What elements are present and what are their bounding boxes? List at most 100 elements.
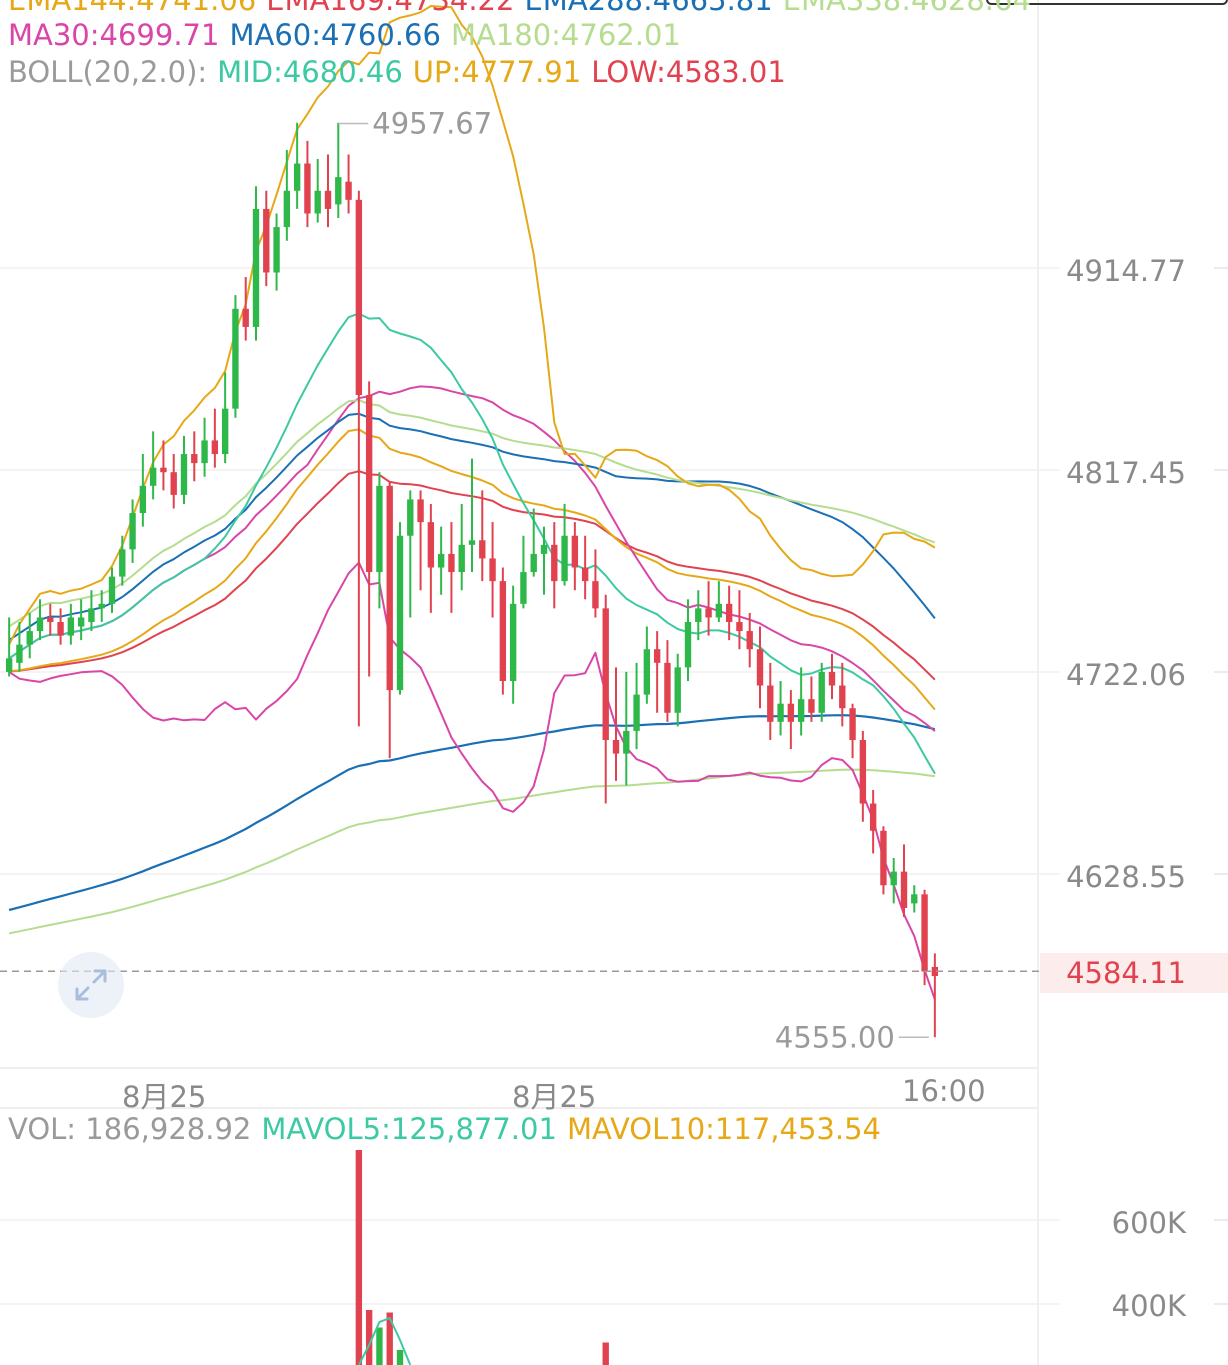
candle-body — [160, 467, 167, 473]
candle-body — [828, 671, 836, 686]
top-panel-edge — [986, 0, 1228, 5]
candle-body — [47, 617, 54, 622]
low-price-label: 4555.00 — [775, 1020, 895, 1054]
volume-bar — [396, 1350, 404, 1365]
candle-body — [376, 485, 383, 573]
candle-body — [263, 208, 270, 273]
volume-legend-item: MAVOL10:117,453.54 — [566, 1112, 881, 1146]
candle-body — [715, 603, 723, 618]
candle-body — [252, 208, 260, 327]
candle-body — [489, 558, 496, 582]
candle-body — [26, 631, 33, 645]
candle-body — [479, 540, 486, 559]
candle-body — [725, 603, 733, 622]
candle-body — [787, 703, 795, 722]
volume-legend-item: VOL: 186,928.92 — [8, 1112, 252, 1146]
candle-body — [304, 163, 311, 214]
ema-legend: EMA144:4741.06 EMA169:4734.22 EMA288:4665.… — [8, 0, 1041, 15]
volume-bar — [602, 1342, 609, 1365]
volume-bar — [376, 1327, 383, 1365]
candle-body — [818, 671, 825, 713]
candle-body — [273, 227, 280, 273]
candle-body — [880, 830, 887, 886]
volume-axis-label: 400K — [1111, 1289, 1186, 1323]
candle-body — [643, 649, 651, 695]
candle-body — [88, 608, 95, 622]
candle-body — [129, 513, 136, 550]
candle-body — [911, 894, 918, 904]
candle-body — [232, 308, 239, 409]
volume-bar — [386, 1312, 393, 1365]
candle-body — [849, 708, 856, 740]
candles — [5, 122, 939, 1038]
ma-legend-item: MA60:4760.66 — [229, 18, 441, 52]
candle-body — [777, 703, 784, 722]
candle-body — [509, 603, 517, 681]
ema288-line — [8, 714, 936, 912]
ma-legend: MA30:4699.71 MA60:4760.66 MA180:4762.01 — [8, 21, 691, 50]
candle-body — [170, 472, 177, 495]
candle-body — [540, 544, 548, 554]
candle-body — [767, 685, 774, 722]
candle-body — [623, 730, 630, 754]
candle-body — [571, 535, 579, 568]
candle-body — [437, 553, 445, 568]
current-price-tag — [1040, 953, 1228, 993]
candle-body — [417, 499, 424, 523]
candle-body — [293, 163, 301, 191]
candle-body — [365, 395, 373, 573]
candle-body — [139, 485, 147, 514]
candle-body — [602, 608, 609, 740]
candle-body — [839, 685, 846, 709]
candle-body — [633, 694, 640, 731]
ema338-line — [8, 768, 936, 935]
volume-axis-label: 600K — [1111, 1206, 1186, 1240]
current-price-label: 4584.11 — [1066, 956, 1186, 990]
volume-bars — [355, 1150, 609, 1365]
candle-body — [530, 553, 537, 573]
candle-body — [314, 190, 321, 214]
volume-legend: VOL: 186,928.92 MAVOL5:125,877.01 MAVOL10:… — [8, 1115, 891, 1144]
candle-body — [869, 803, 877, 831]
candle-body — [407, 499, 414, 536]
price-axis-label: 4914.77 — [1066, 254, 1186, 288]
boll-legend-item: BOLL(20,2.0): — [8, 55, 208, 89]
volume-bar — [365, 1310, 373, 1365]
candle-body — [756, 649, 764, 686]
candle-body — [324, 190, 332, 209]
candle-body — [149, 467, 157, 486]
candle-body — [592, 581, 599, 609]
candle-body — [859, 740, 867, 804]
candle-body — [458, 544, 465, 573]
candle-body — [283, 190, 291, 228]
candle-body — [808, 699, 815, 713]
candle-body — [345, 181, 352, 200]
candle-body — [386, 485, 393, 691]
candle-body — [221, 408, 229, 455]
candle-body — [180, 454, 188, 495]
boll-legend-item: UP:4777.91 — [412, 55, 582, 89]
candle-body — [191, 454, 198, 464]
ema-legend-item: EMA144:4741.06 — [8, 0, 257, 17]
ma-legend-item: MA180:4762.01 — [450, 18, 681, 52]
candle-body — [520, 572, 527, 604]
volume-bar — [355, 1150, 363, 1365]
candle-body — [57, 621, 64, 636]
candle-body — [612, 740, 620, 754]
candle-body — [396, 535, 404, 691]
candle-body — [653, 649, 661, 663]
candle-body — [335, 177, 342, 205]
candle-body — [201, 440, 208, 464]
boll-legend: BOLL(20,2.0): MID:4680.46 UP:4777.91 LOW:45… — [8, 58, 796, 87]
candle-body — [242, 308, 249, 327]
price-axis-label: 4722.06 — [1066, 658, 1186, 692]
price-axis-label: 4628.55 — [1066, 860, 1186, 894]
ma-legend-item: MA30:4699.71 — [8, 18, 220, 52]
candle-body — [77, 617, 85, 627]
candle-body — [931, 966, 939, 977]
candle-body — [499, 581, 507, 681]
expand-chart-button[interactable] — [58, 952, 124, 1018]
candle-body — [67, 617, 75, 636]
candle-body — [119, 549, 126, 577]
